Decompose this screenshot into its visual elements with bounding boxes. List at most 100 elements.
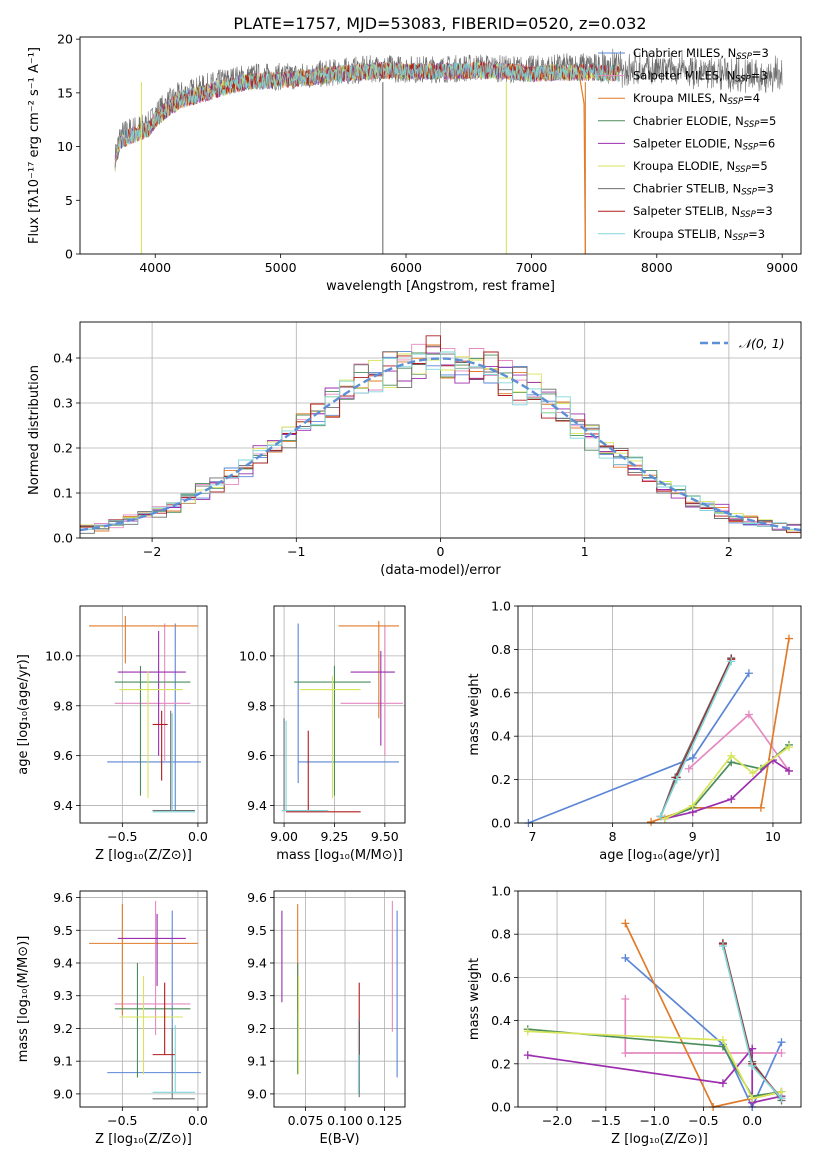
mass_vs_Z-panel: −0.5 0.0 9.0 9.1 9.2 9.3 9.4 9.5 9.6 Z [log₁₀(Z/Z… xyxy=(16,890,208,1147)
x-tick-label: 0.0 xyxy=(742,1113,762,1128)
y-axis-label: age [log₁₀(age/yr)] xyxy=(16,654,31,775)
x-tick-label: 0.0 xyxy=(188,829,208,844)
y-tick-label: 9.6 xyxy=(53,890,73,905)
y-tick-label: 0.8 xyxy=(491,927,511,942)
spectrum-panel: 4000 5000 6000 7000 8000 9000 0 5 10 15 20 waveleng… xyxy=(27,32,802,294)
y-tick-label: 0.3 xyxy=(53,396,73,411)
age_vs_Z-panel: −0.5 0.0 9.4 9.6 9.8 10.0 Z [log₁₀(Z/Z⊙)] age [… xyxy=(16,605,208,863)
residual-histograms xyxy=(80,335,801,534)
y-tick-label: 0.6 xyxy=(491,685,511,700)
axes-frame xyxy=(517,605,802,824)
x-axis-label: wavelength [Angstrom, rest frame] xyxy=(326,279,555,294)
y-tick-label: 9.4 xyxy=(247,798,267,813)
y-tick-label: 9.8 xyxy=(53,698,73,713)
x-tick-label: −1 xyxy=(287,544,305,559)
y-tick-label: 15 xyxy=(57,85,73,100)
y-tick-label: 9.8 xyxy=(247,698,267,713)
weight-marker xyxy=(777,1049,786,1057)
weight-marker xyxy=(621,1049,630,1057)
y-tick-label: 9.3 xyxy=(53,988,73,1003)
axes-frame xyxy=(79,890,208,1108)
y-tick-label: 9.0 xyxy=(53,1086,73,1101)
x-tick-label: −0.5 xyxy=(688,1113,718,1128)
y-tick-label: 9.4 xyxy=(247,956,267,971)
weight-marker xyxy=(656,812,665,821)
axes-frame xyxy=(273,890,406,1108)
y-tick-label: 1.0 xyxy=(491,884,511,899)
y-tick-label: 9.6 xyxy=(247,748,267,763)
weight-marker xyxy=(660,814,669,823)
mass_vs_EBV-panel: 0.075 0.100 0.125 9.0 9.1 9.2 9.3 9.4 9.5 9.6 E(B-… xyxy=(247,890,406,1147)
spectrum-legend: Chabrier MILES, NSSP=3 Salpeter MILES, NS… xyxy=(598,46,776,243)
weight-marker xyxy=(744,710,753,719)
x-tick-label: 8 xyxy=(609,829,617,844)
legend-entry: Kroupa STELIB, NSSP=3 xyxy=(633,227,765,243)
weight-marker xyxy=(748,1094,757,1103)
y-tick-label: 9.5 xyxy=(247,923,267,938)
y-tick-label: 0 xyxy=(65,247,73,262)
y-tick-label: 10.0 xyxy=(45,648,73,663)
x-tick-label: 0.125 xyxy=(367,1113,403,1128)
x-tick-label: 0.075 xyxy=(288,1113,324,1128)
y-tick-label: 0.0 xyxy=(491,816,511,831)
weight-marker xyxy=(784,743,793,752)
y-tick-label: 9.2 xyxy=(247,1021,267,1036)
weight-marker xyxy=(688,753,697,762)
legend-entry: Chabrier MILES, NSSP=3 xyxy=(633,46,769,62)
x-tick-label: 0.100 xyxy=(327,1113,363,1128)
weight-marker xyxy=(621,953,630,962)
y-axis-label: mass [log₁₀(M/M⊙)] xyxy=(16,936,31,1063)
axes-frame xyxy=(79,321,802,539)
weight-marker xyxy=(523,1051,532,1060)
x-axis-label: E(B-V) xyxy=(319,1132,359,1147)
y-tick-label: 9.0 xyxy=(247,1086,267,1101)
legend-entry: 𝒩(0, 1) xyxy=(739,336,785,351)
x-tick-label: 9.50 xyxy=(371,829,399,844)
weight-line xyxy=(624,999,782,1054)
x-tick-label: 7000 xyxy=(516,260,548,275)
x-tick-label: −2.0 xyxy=(542,1113,572,1128)
x-axis-label: Z [log₁₀(Z/Z⊙)] xyxy=(95,848,192,863)
weight-marker xyxy=(688,801,697,810)
weight-marker xyxy=(684,764,693,773)
weight-marker xyxy=(784,766,793,775)
x-tick-label: 2 xyxy=(725,544,733,559)
weight-marker xyxy=(672,775,681,784)
weight-marker xyxy=(523,1027,532,1036)
weight-marker xyxy=(647,817,656,826)
x-axis-label: Z [log₁₀(Z/Z⊙)] xyxy=(611,1132,708,1147)
normal-curve xyxy=(80,357,801,532)
y-tick-label: 20 xyxy=(57,32,73,47)
axes-frame xyxy=(273,605,406,824)
axes-frame xyxy=(79,36,802,255)
weight-marker xyxy=(784,634,793,643)
y-tick-label: 9.2 xyxy=(53,1021,73,1036)
hist-kroupa-stelib xyxy=(80,351,801,530)
y-tick-label: 9.4 xyxy=(53,798,73,813)
age_vs_mass-panel: 9.00 9.25 9.50 9.4 9.6 9.8 10.0 mass [log₁₀(M/M… xyxy=(239,605,406,863)
x-tick-label: 1 xyxy=(581,544,589,559)
x-tick-label: −2 xyxy=(143,544,161,559)
x-axis-label: (data-model)/error xyxy=(380,563,501,578)
weight-marker xyxy=(727,795,736,804)
weight-line xyxy=(527,1030,782,1100)
weight-marker xyxy=(621,995,630,1003)
x-tick-label: 0 xyxy=(437,544,445,559)
y-tick-label: 5 xyxy=(65,193,73,208)
x-tick-label: 0.0 xyxy=(188,1113,208,1128)
y-axis-label: Flux [fλ10⁻¹⁷ erg cm⁻² s⁻¹ A⁻¹] xyxy=(27,47,42,244)
weight-marker xyxy=(718,1079,727,1088)
legend-entry: Kroupa ELODIE, NSSP=5 xyxy=(633,159,768,175)
y-tick-label: 9.3 xyxy=(247,988,267,1003)
legend-entry: Chabrier STELIB, NSSP=3 xyxy=(633,182,774,198)
y-axis-label: mass weight xyxy=(467,958,482,1040)
y-tick-label: 0.4 xyxy=(53,351,73,366)
spectrum-traces xyxy=(114,48,783,254)
y-tick-label: 0.4 xyxy=(491,729,511,744)
x-tick-label: −0.5 xyxy=(107,829,137,844)
y-axis-label: mass weight xyxy=(467,673,482,755)
weight-marker xyxy=(748,1061,757,1070)
x-tick-label: 8000 xyxy=(641,260,673,275)
weights_vs_age-panel: 7 8 9 10 0.0 0.2 0.4 0.6 0.8 1.0 age [log₁₀(age/yr… xyxy=(467,599,802,863)
x-tick-label: 5000 xyxy=(265,260,297,275)
